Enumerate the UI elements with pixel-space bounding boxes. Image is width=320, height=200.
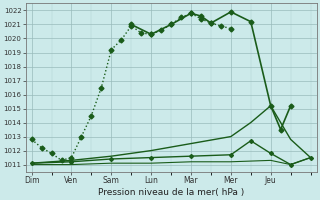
X-axis label: Pression niveau de la mer( hPa ): Pression niveau de la mer( hPa ) [98, 188, 244, 197]
